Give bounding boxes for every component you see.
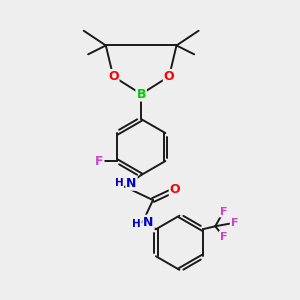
Text: O: O	[164, 70, 175, 83]
Text: N: N	[126, 177, 136, 190]
Text: O: O	[108, 70, 119, 83]
Text: F: F	[220, 232, 227, 242]
Text: F: F	[95, 154, 103, 167]
Text: B: B	[136, 88, 146, 100]
Text: N: N	[143, 216, 154, 229]
Text: F: F	[231, 218, 238, 228]
Text: H: H	[132, 220, 141, 230]
Text: H: H	[115, 178, 124, 188]
Text: F: F	[220, 206, 227, 217]
Text: O: O	[170, 183, 180, 196]
